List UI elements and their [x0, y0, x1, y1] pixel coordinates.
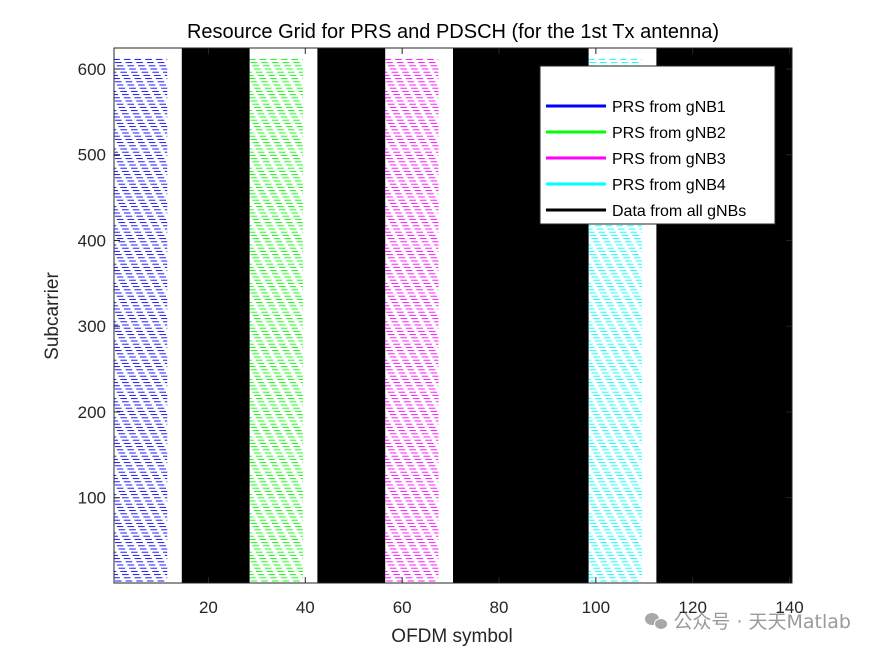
axes: 20 40 60 80 100 120 140 100 200 300 400 500 600	[78, 47, 804, 617]
legend-label: PRS from gNB4	[612, 177, 726, 194]
data-block-1	[181, 48, 250, 583]
chart-title: Resource Grid for PRS and PDSCH (for the…	[187, 21, 719, 43]
prs-block-gnb1	[114, 58, 168, 582]
y-tick-label: 500	[78, 146, 106, 165]
legend-label: PRS from gNB2	[612, 125, 726, 142]
y-tick-label: 300	[78, 317, 106, 336]
x-tick-label: 120	[679, 598, 707, 617]
legend-label: Data from all gNBs	[612, 203, 746, 220]
x-axis-label: OFDM symbol	[391, 626, 512, 647]
legend-label: PRS from gNB1	[612, 99, 726, 116]
x-tick-label: 140	[775, 598, 803, 617]
y-axis-label: Subcarrier	[42, 272, 63, 360]
legend: PRS from gNB1 PRS from gNB2 PRS from gNB3 P…	[539, 65, 776, 225]
x-tick-label: 100	[582, 598, 610, 617]
legend-box	[539, 65, 776, 225]
watermark-text: 公众号 · 天天Matlab	[673, 611, 851, 633]
x-tick-label: 40	[296, 598, 315, 617]
axes-box	[113, 47, 793, 584]
prs-block-gnb3	[385, 58, 439, 582]
watermark: 公众号 · 天天Matlab	[645, 607, 851, 634]
wechat-icon	[645, 612, 669, 630]
x-tick-label: 60	[393, 598, 412, 617]
x-tick-label: 80	[490, 598, 509, 617]
y-tick-label: 100	[78, 489, 106, 508]
x-tick-label: 20	[199, 598, 218, 617]
data-block-2	[317, 48, 386, 583]
y-tick-label: 600	[78, 60, 106, 79]
prs-block-gnb2	[249, 58, 303, 582]
legend-label: PRS from gNB3	[612, 151, 726, 168]
y-tick-label: 400	[78, 231, 106, 250]
y-tick-label: 200	[78, 403, 106, 422]
